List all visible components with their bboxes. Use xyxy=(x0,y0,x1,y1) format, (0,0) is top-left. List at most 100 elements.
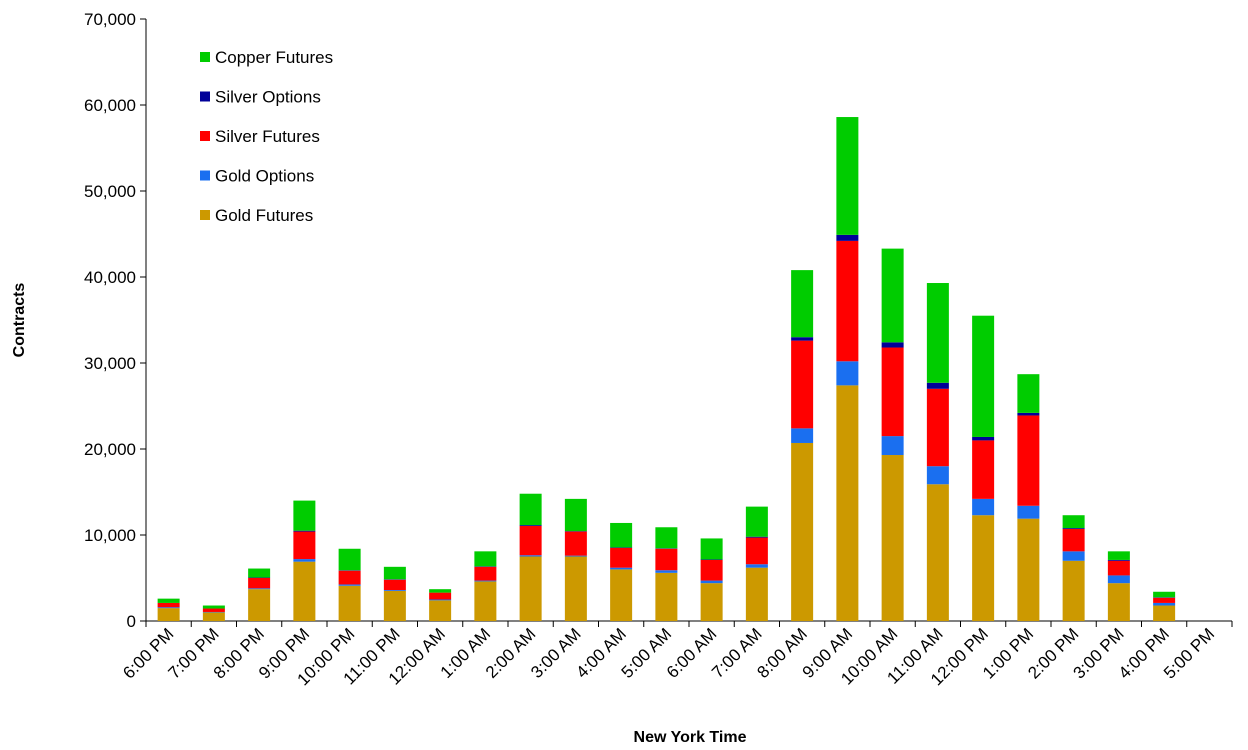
bar-segment xyxy=(1017,505,1040,519)
bar-segment xyxy=(1153,597,1176,603)
x-axis-title: New York Time xyxy=(634,729,747,746)
bar-segment xyxy=(383,590,406,591)
bar-segment xyxy=(926,382,949,389)
bar-segment xyxy=(519,556,542,621)
bar-segment xyxy=(519,555,542,557)
bar-segment xyxy=(474,566,497,581)
bar-segment xyxy=(564,556,587,621)
bar-segment xyxy=(881,342,904,348)
y-tick-label: 50,000 xyxy=(84,182,136,201)
bar-segment xyxy=(791,442,814,621)
bar-segment xyxy=(972,436,995,441)
bar-segment xyxy=(474,581,497,621)
bar-segment xyxy=(610,569,633,621)
bar-segment xyxy=(383,590,406,621)
bar-segment xyxy=(836,240,859,362)
bar-segment xyxy=(1062,551,1085,561)
bar-segment xyxy=(1153,602,1176,606)
bar-segment xyxy=(564,498,587,532)
bar-segment xyxy=(338,584,361,586)
bar-segment xyxy=(972,440,995,499)
bar-segment xyxy=(655,572,678,621)
bar-segment xyxy=(700,559,723,581)
bar-segment xyxy=(1107,583,1130,621)
bar-segment xyxy=(972,515,995,621)
bar-segment xyxy=(202,608,225,612)
bar-segment xyxy=(700,538,723,560)
bar-segment xyxy=(700,580,723,584)
bar-segment xyxy=(202,612,225,621)
bar-segment xyxy=(564,531,587,556)
bar-segment xyxy=(202,605,225,609)
bar-segment xyxy=(1017,412,1040,416)
legend-label: Silver Futures xyxy=(215,127,320,146)
bar-segment xyxy=(157,607,180,609)
legend-label: Gold Options xyxy=(215,167,314,186)
legend-label: Silver Options xyxy=(215,88,321,107)
bar-segment xyxy=(519,525,542,556)
bar-segment xyxy=(1107,559,1130,561)
bar-segment xyxy=(293,500,316,531)
legend-swatch xyxy=(200,91,210,102)
bar-segment xyxy=(157,598,180,603)
y-tick-label: 20,000 xyxy=(84,440,136,459)
y-tick-label: 70,000 xyxy=(84,10,136,29)
bar-segment xyxy=(429,589,452,593)
bar-segment xyxy=(564,555,587,557)
bar-segment xyxy=(972,498,995,516)
bar-segment xyxy=(836,234,859,241)
bar-segment xyxy=(836,361,859,386)
bar-segment xyxy=(338,570,361,585)
bar-segment xyxy=(791,337,814,341)
bar-segment xyxy=(881,347,904,437)
bar-segment xyxy=(745,567,768,621)
x-tick-label: 5:00 PM xyxy=(1160,624,1218,682)
bar-segment xyxy=(881,248,904,343)
bar-segment xyxy=(1107,560,1130,576)
bar-segment xyxy=(383,566,406,580)
legend-label: Copper Futures xyxy=(215,48,333,67)
bar-segment xyxy=(429,600,452,621)
bar-segment xyxy=(248,589,271,621)
bar-segment xyxy=(791,428,814,443)
bar-segment xyxy=(745,564,768,568)
y-tick-label: 60,000 xyxy=(84,96,136,115)
bar-segment xyxy=(1153,591,1176,598)
bar-segment xyxy=(745,537,768,565)
bar-segment xyxy=(338,585,361,621)
bar-segment xyxy=(1153,605,1176,621)
bar-segment xyxy=(293,531,316,560)
bar-segment xyxy=(293,559,316,562)
bar-segment xyxy=(519,525,542,526)
bar-segment xyxy=(655,527,678,549)
bar-segment xyxy=(1062,515,1085,529)
bar-segment xyxy=(519,493,542,526)
bar-segment xyxy=(610,522,633,548)
bar-segment xyxy=(248,578,271,589)
legend-swatch xyxy=(200,210,210,220)
bar-segment xyxy=(248,568,271,578)
legend-label: Gold Futures xyxy=(215,206,313,225)
bar-segment xyxy=(836,385,859,621)
y-axis-title: Contracts xyxy=(11,283,28,358)
bar-segment xyxy=(474,551,497,567)
bar-segment xyxy=(1062,528,1085,529)
bar-segment xyxy=(926,388,949,467)
bar-segment xyxy=(1062,560,1085,621)
legend-swatch xyxy=(200,170,210,181)
bar-segment xyxy=(293,530,316,532)
bar-segment xyxy=(836,117,859,235)
bar-segment xyxy=(610,567,633,570)
bar-segment xyxy=(700,583,723,621)
legend-swatch xyxy=(200,131,210,141)
bar-segment xyxy=(745,506,768,537)
y-tick-label: 10,000 xyxy=(84,526,136,545)
bar-segment xyxy=(1017,415,1040,506)
bar-segment xyxy=(474,580,497,582)
bar-segment xyxy=(610,547,633,568)
bar-segment xyxy=(745,536,768,538)
bar-segment xyxy=(791,340,814,429)
bar-segment xyxy=(1107,551,1130,560)
bar-segment xyxy=(338,548,361,571)
